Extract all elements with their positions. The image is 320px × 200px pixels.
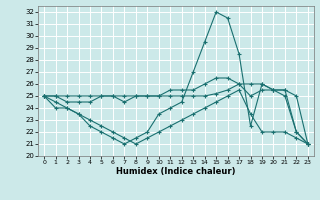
X-axis label: Humidex (Indice chaleur): Humidex (Indice chaleur) <box>116 167 236 176</box>
